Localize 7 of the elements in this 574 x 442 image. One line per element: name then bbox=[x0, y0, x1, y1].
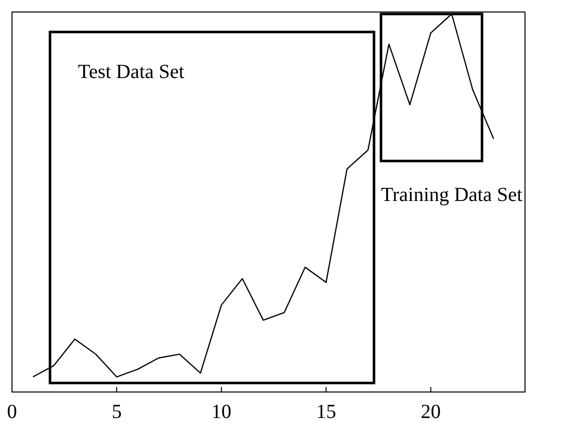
x-tick-label: 0 bbox=[7, 401, 17, 423]
x-tick-label: 15 bbox=[316, 401, 336, 423]
x-tick-label: 10 bbox=[211, 401, 232, 423]
annotation: Test Data Set bbox=[78, 61, 185, 83]
x-tick-label: 5 bbox=[112, 401, 122, 423]
annotation: Training Data Set bbox=[381, 184, 523, 206]
x-tick-label: 20 bbox=[420, 401, 441, 423]
